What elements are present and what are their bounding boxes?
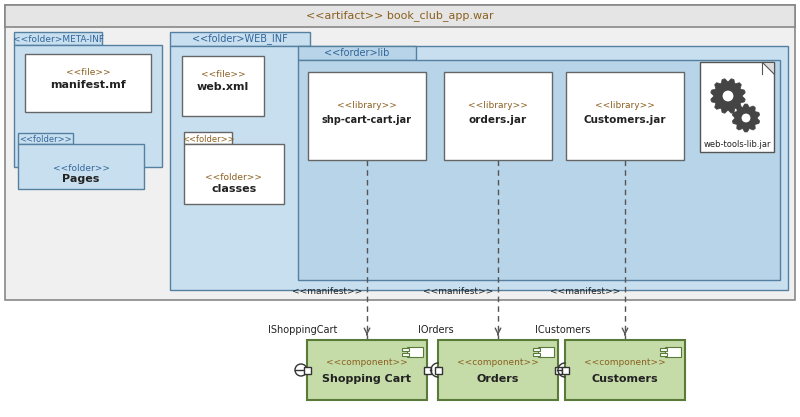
- Bar: [18, 144, 144, 189]
- Text: <<file>>: <<file>>: [66, 68, 110, 76]
- Bar: [565, 340, 685, 400]
- Bar: [18, 133, 73, 144]
- Text: <<folder>>: <<folder>>: [19, 135, 72, 143]
- Bar: [298, 60, 780, 280]
- Text: <<component>>: <<component>>: [326, 358, 408, 367]
- Bar: [14, 32, 102, 45]
- Bar: [182, 56, 264, 116]
- Bar: [660, 353, 667, 356]
- Bar: [533, 353, 540, 356]
- Bar: [170, 46, 788, 290]
- Text: <<library>>: <<library>>: [595, 100, 655, 110]
- Bar: [700, 62, 774, 152]
- Text: web-tools-lib.jar: web-tools-lib.jar: [703, 140, 770, 148]
- Bar: [298, 46, 416, 60]
- Text: Customers.jar: Customers.jar: [584, 115, 666, 125]
- Text: <<library>>: <<library>>: [337, 100, 397, 110]
- Text: <<folder>WEB_INF: <<folder>WEB_INF: [192, 33, 288, 45]
- Bar: [566, 72, 684, 160]
- Bar: [303, 367, 310, 374]
- Text: <<artifact>> book_club_app.war: <<artifact>> book_club_app.war: [306, 10, 494, 21]
- Bar: [423, 367, 430, 374]
- Bar: [434, 367, 442, 374]
- Text: <<manifest>>: <<manifest>>: [422, 287, 493, 296]
- Bar: [184, 132, 232, 144]
- Text: IShoppingCart: IShoppingCart: [268, 325, 338, 335]
- Bar: [538, 347, 554, 357]
- Circle shape: [722, 90, 734, 102]
- Bar: [665, 347, 681, 357]
- Bar: [533, 348, 540, 351]
- Text: <<folder>>: <<folder>>: [53, 163, 110, 173]
- Text: Pages: Pages: [62, 174, 100, 184]
- Bar: [438, 340, 558, 400]
- Bar: [307, 340, 427, 400]
- Text: orders.jar: orders.jar: [469, 115, 527, 125]
- Bar: [14, 45, 162, 167]
- Bar: [660, 348, 667, 351]
- Bar: [25, 54, 151, 112]
- Text: <<manifest>>: <<manifest>>: [292, 287, 362, 296]
- Text: <<file>>: <<file>>: [201, 70, 246, 78]
- Bar: [170, 32, 310, 46]
- Bar: [554, 367, 562, 374]
- Text: classes: classes: [211, 184, 257, 194]
- Polygon shape: [710, 79, 746, 113]
- Polygon shape: [732, 104, 760, 132]
- Bar: [5, 5, 795, 27]
- Text: <<folder>>: <<folder>>: [182, 135, 234, 143]
- Text: Orders: Orders: [477, 374, 519, 384]
- Bar: [562, 367, 569, 374]
- Text: manifest.mf: manifest.mf: [50, 80, 126, 90]
- Text: <<component>>: <<component>>: [457, 358, 539, 367]
- Text: <<library>>: <<library>>: [468, 100, 528, 110]
- Text: <<component>>: <<component>>: [584, 358, 666, 367]
- Bar: [5, 5, 795, 300]
- Circle shape: [741, 113, 751, 123]
- Text: <<folder>META-INF: <<folder>META-INF: [13, 35, 103, 43]
- Text: web.xml: web.xml: [197, 82, 249, 92]
- Bar: [407, 347, 423, 357]
- Bar: [402, 348, 409, 351]
- Text: shp-cart-cart.jar: shp-cart-cart.jar: [322, 115, 412, 125]
- Text: Customers: Customers: [592, 374, 658, 384]
- Bar: [308, 72, 426, 160]
- Text: Shopping Cart: Shopping Cart: [322, 374, 411, 384]
- Text: IOrders: IOrders: [418, 325, 454, 335]
- Text: ICustomers: ICustomers: [535, 325, 590, 335]
- Polygon shape: [762, 62, 774, 74]
- Bar: [444, 72, 552, 160]
- Bar: [402, 353, 409, 356]
- Text: <<folder>>: <<folder>>: [206, 173, 262, 181]
- Text: <<forder>lib: <<forder>lib: [324, 48, 390, 58]
- Text: <<manifest>>: <<manifest>>: [550, 287, 620, 296]
- Bar: [184, 144, 284, 204]
